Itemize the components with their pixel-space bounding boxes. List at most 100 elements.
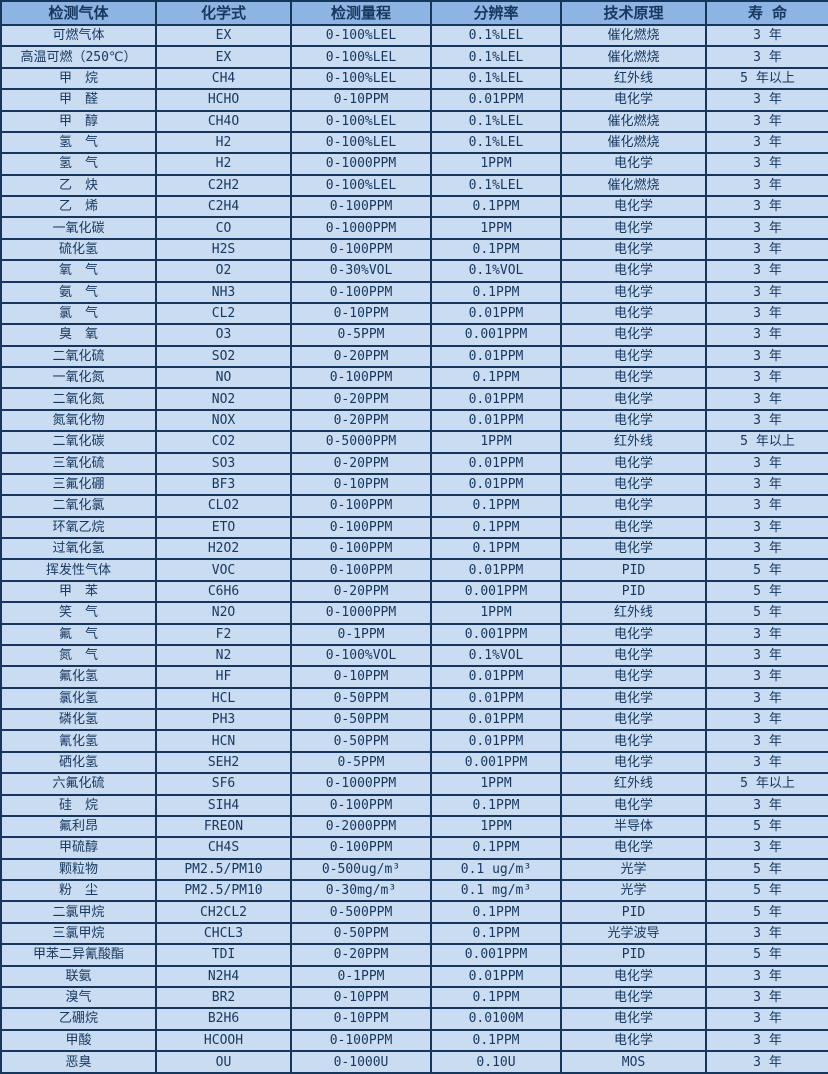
table-row: 甲酸 HCOOH 0-100PPM 0.1PPM 电化学 3 年 — [0, 1028, 828, 1053]
cell-principle: 光学 — [560, 857, 707, 882]
cell-resolution: 0.01PPM — [430, 387, 562, 411]
cell-formula: C2H2 — [155, 173, 292, 198]
cell-range: 0-100PPM — [290, 515, 432, 540]
cell-principle: 电化学 — [560, 194, 707, 219]
cell-resolution: 0.1PPM — [430, 985, 562, 1010]
cell-principle: 电化学 — [560, 536, 707, 561]
cell-principle: 电化学 — [560, 622, 707, 646]
table-row: 氟化氢 HF 0-10PPM 0.01PPM 电化学 3 年 — [0, 665, 828, 689]
cell-range: 0-2000PPM — [290, 814, 432, 839]
cell-range: 0-500PPM — [290, 900, 432, 924]
cell-principle: MOS — [560, 1050, 707, 1074]
cell-gas: 笑 气 — [0, 601, 157, 625]
cell-range: 0-1PPM — [290, 622, 432, 646]
cell-gas: 乙 烯 — [0, 194, 157, 219]
cell-range: 0-10PPM — [290, 985, 432, 1010]
cell-gas: 甲 苯 — [0, 579, 157, 604]
cell-resolution: 0.1PPM — [430, 793, 562, 817]
cell-gas: 氧 气 — [0, 259, 157, 283]
cell-lifespan: 3 年 — [705, 515, 828, 540]
cell-gas: 氯化氢 — [0, 686, 157, 711]
table-body: 可燃气体 EX 0-100%LEL 0.1%LEL 催化燃烧 3 年高温可燃（250℃） E… — [0, 23, 828, 1074]
cell-range: 0-100%LEL — [290, 66, 432, 91]
cell-range: 0-100%LEL — [290, 130, 432, 155]
table-row: 颗粒物 PM2.5/PM10 0-500ug/m³ 0.1 ug/m³ 光学 5 年 — [0, 857, 828, 882]
table-row: 氯化氢 HCL 0-50PPM 0.01PPM 电化学 3 年 — [0, 686, 828, 711]
cell-resolution: 0.1%VOL — [430, 259, 562, 283]
table-row: 环氧乙烷 ETO 0-100PPM 0.1PPM 电化学 3 年 — [0, 515, 828, 540]
cell-lifespan: 3 年 — [705, 237, 828, 262]
cell-formula: ETO — [155, 515, 292, 540]
cell-gas: 高温可燃（250℃） — [0, 45, 157, 69]
table-row: 六氟化硫 SF6 0-1000PPM 1PPM 红外线 5 年以上 — [0, 772, 828, 796]
cell-principle: 红外线 — [560, 601, 707, 625]
cell-lifespan: 3 年 — [705, 109, 828, 133]
cell-lifespan: 3 年 — [705, 23, 828, 48]
cell-resolution: 0.0100M — [430, 1007, 562, 1031]
cell-lifespan: 3 年 — [705, 451, 828, 475]
cell-gas: 二氯甲烷 — [0, 900, 157, 924]
cell-formula: OU — [155, 1050, 292, 1074]
cell-principle: 电化学 — [560, 216, 707, 240]
table-row: 二氧化硫 SO2 0-20PPM 0.01PPM 电化学 3 年 — [0, 344, 828, 369]
cell-principle: 电化学 — [560, 964, 707, 988]
table-row: 氰化氢 HCN 0-50PPM 0.01PPM 电化学 3 年 — [0, 729, 828, 753]
cell-lifespan: 3 年 — [705, 707, 828, 732]
cell-gas: 甲酸 — [0, 1028, 157, 1053]
cell-resolution: 0.1PPM — [430, 1028, 562, 1053]
cell-resolution: 0.1 mg/m³ — [430, 878, 562, 903]
cell-range: 0-100PPM — [290, 237, 432, 262]
cell-resolution: 0.1 ug/m³ — [430, 857, 562, 882]
column-header-principle: 技术原理 — [560, 0, 707, 26]
cell-range: 0-10PPM — [290, 1007, 432, 1031]
cell-formula: BF3 — [155, 472, 292, 497]
cell-lifespan: 3 年 — [705, 622, 828, 646]
cell-principle: 电化学 — [560, 494, 707, 518]
cell-formula: CO — [155, 216, 292, 240]
cell-gas: 氮 气 — [0, 643, 157, 668]
cell-range: 0-100%LEL — [290, 45, 432, 69]
cell-gas: 氟 气 — [0, 622, 157, 646]
cell-resolution: 0.1%LEL — [430, 66, 562, 91]
cell-range: 0-10PPM — [290, 88, 432, 112]
cell-gas: 硒化氢 — [0, 750, 157, 775]
cell-resolution: 0.01PPM — [430, 408, 562, 433]
cell-gas: 硅 烷 — [0, 793, 157, 817]
cell-lifespan: 3 年 — [705, 1007, 828, 1031]
cell-lifespan: 5 年 — [705, 900, 828, 924]
cell-lifespan: 3 年 — [705, 88, 828, 112]
cell-range: 0-100PPM — [290, 558, 432, 582]
column-header-lifespan: 寿 命 — [705, 0, 828, 26]
cell-formula: O2 — [155, 259, 292, 283]
table-row: 二氯甲烷 CH2CL2 0-500PPM 0.1PPM PID 5 年 — [0, 900, 828, 924]
cell-lifespan: 5 年 — [705, 878, 828, 903]
table-row: 磷化氢 PH3 0-50PPM 0.01PPM 电化学 3 年 — [0, 707, 828, 732]
cell-lifespan: 3 年 — [705, 494, 828, 518]
cell-principle: 电化学 — [560, 1028, 707, 1053]
table-row: 臭 氧 O3 0-5PPM 0.001PPM 电化学 3 年 — [0, 323, 828, 347]
cell-gas: 甲 醇 — [0, 109, 157, 133]
cell-principle: 电化学 — [560, 665, 707, 689]
cell-lifespan: 3 年 — [705, 985, 828, 1010]
cell-lifespan: 3 年 — [705, 408, 828, 433]
cell-lifespan: 3 年 — [705, 259, 828, 283]
cell-range: 0-5000PPM — [290, 430, 432, 454]
cell-resolution: 1PPM — [430, 430, 562, 454]
cell-lifespan: 3 年 — [705, 793, 828, 817]
column-header-resolution: 分辨率 — [430, 0, 562, 26]
cell-gas: 氟化氢 — [0, 665, 157, 689]
cell-gas: 硫化氢 — [0, 237, 157, 262]
cell-resolution: 0.1%LEL — [430, 173, 562, 198]
cell-resolution: 0.01PPM — [430, 344, 562, 369]
table-row: 氟利昂 FREON 0-2000PPM 1PPM 半导体 5 年 — [0, 814, 828, 839]
table-row: 氟 气 F2 0-1PPM 0.001PPM 电化学 3 年 — [0, 622, 828, 646]
cell-gas: 二氧化氮 — [0, 387, 157, 411]
cell-formula: CHCL3 — [155, 921, 292, 946]
cell-lifespan: 3 年 — [705, 643, 828, 668]
cell-gas: 挥发性气体 — [0, 558, 157, 582]
cell-principle: 电化学 — [560, 985, 707, 1010]
cell-gas: 过氧化氢 — [0, 536, 157, 561]
cell-resolution: 0.01PPM — [430, 558, 562, 582]
cell-formula: H2 — [155, 130, 292, 155]
